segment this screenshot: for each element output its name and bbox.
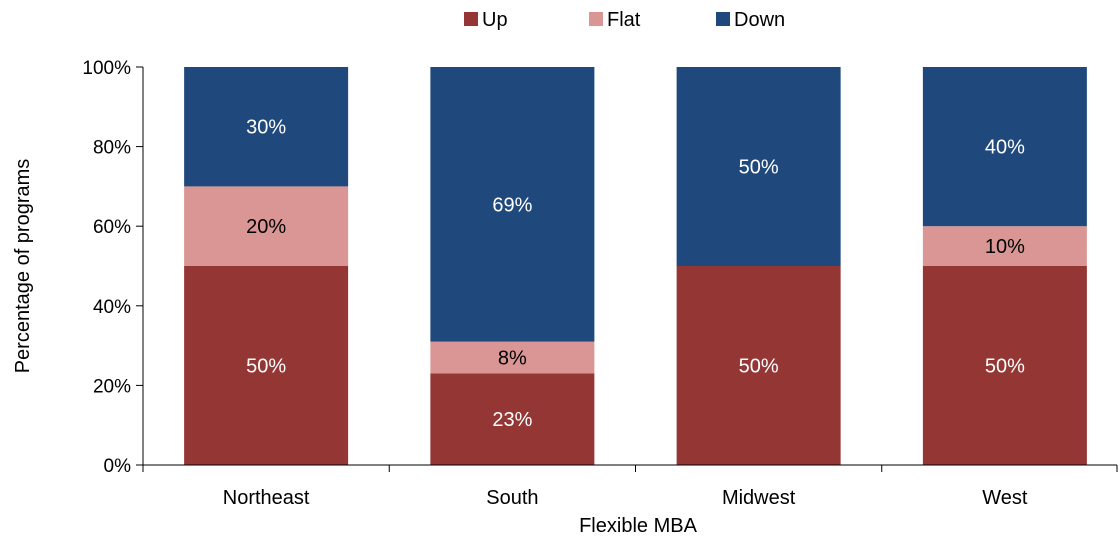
y-tick-label: 40% (93, 297, 131, 318)
category-label-northeast: Northeast (223, 487, 310, 509)
y-axis-title: Percentage of programs (12, 159, 34, 374)
data-label-down-northeast: 30% (246, 117, 286, 139)
category-label-midwest: Midwest (722, 487, 796, 509)
legend-swatch-up (464, 12, 478, 26)
legend-label-up: Up (482, 9, 508, 31)
y-tick-label: 100% (82, 58, 131, 79)
y-tick-label: 60% (93, 217, 131, 238)
axes: 0% 20% 40% 60% 80% 100% Northeast South Midwest W… (82, 58, 1118, 509)
y-tick-label: 20% (93, 376, 131, 397)
bar-flat-south (430, 341, 595, 374)
data-label-flat-west: 10% (985, 236, 1025, 258)
bar-down-south (430, 67, 595, 342)
y-tick-label: 0% (104, 456, 132, 477)
legend: Up Flat Down (464, 9, 785, 31)
bar-up-west (922, 266, 1087, 465)
data-label-down-west: 40% (985, 137, 1025, 159)
bar-up-northeast (184, 266, 349, 465)
bar-down-midwest (676, 67, 841, 266)
legend-label-flat: Flat (607, 9, 641, 31)
x-axis-title: Flexible MBA (579, 515, 697, 537)
bar-down-west (922, 67, 1087, 227)
bar-down-northeast (184, 67, 349, 187)
legend-label-down: Down (734, 9, 785, 31)
data-label-up-south: 23% (492, 409, 532, 431)
bar-up-south (430, 373, 595, 465)
category-label-south: South (486, 487, 538, 509)
data-label-up-midwest: 50% (739, 356, 779, 378)
data-label-up-west: 50% (985, 356, 1025, 378)
data-label-down-south: 69% (492, 194, 532, 216)
legend-swatch-down (716, 12, 730, 26)
data-label-flat-south: 8% (498, 348, 527, 370)
bars: 50% 20% 30% 23% 8% 69% 50% 50% 50% 10% 40% (184, 67, 1087, 465)
legend-swatch-flat (589, 12, 603, 26)
bar-up-midwest (676, 266, 841, 465)
bar-flat-west (922, 226, 1087, 266)
data-label-up-northeast: 50% (246, 356, 286, 378)
y-tick-label: 80% (93, 138, 131, 159)
bar-flat-northeast (184, 186, 349, 266)
category-label-west: West (982, 487, 1028, 509)
data-label-down-midwest: 50% (739, 157, 779, 179)
data-label-flat-northeast: 20% (246, 216, 286, 238)
